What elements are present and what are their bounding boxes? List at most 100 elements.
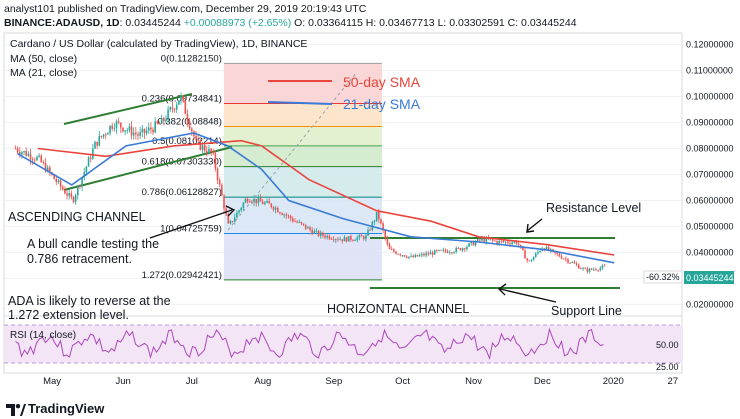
candle-body <box>459 248 462 251</box>
candle-body <box>23 150 25 153</box>
candle-body <box>53 174 55 180</box>
last-price-badge-text: 0.03445244 <box>686 273 734 283</box>
candle-body <box>111 125 114 129</box>
sma50-legend-label: 50-day SMA <box>343 74 421 90</box>
time-tick-label: Dec <box>534 376 551 387</box>
candle-body <box>309 227 311 230</box>
candle-body <box>345 237 348 242</box>
candle-body <box>562 258 565 260</box>
candle-body <box>124 130 126 132</box>
candle-body <box>369 229 372 231</box>
candle-body <box>442 249 445 251</box>
candle-body <box>603 265 606 267</box>
candle-body <box>44 162 47 172</box>
candle-body <box>522 246 524 251</box>
price-tick-label: 0.12000000 <box>686 40 734 50</box>
time-tick-label: 2020 <box>603 376 624 387</box>
candle-body <box>61 186 64 190</box>
candle-body <box>558 253 561 257</box>
candle-body <box>539 250 541 252</box>
support-arrow <box>497 283 557 303</box>
candle-body <box>341 239 344 242</box>
candle-body <box>436 250 438 251</box>
sma-legend: 50-day SMA 21-day SMA <box>267 74 421 112</box>
candle-body <box>552 249 554 251</box>
candle-body <box>427 253 430 255</box>
fib-zone <box>223 63 382 104</box>
candle-body <box>257 198 260 204</box>
candle-body <box>147 127 150 131</box>
candle-body <box>491 239 494 241</box>
time-tick-label: Jul <box>186 376 198 387</box>
candle-body <box>40 155 43 163</box>
candle-body <box>276 207 279 213</box>
candle-body <box>453 252 455 253</box>
candle-body <box>298 222 301 223</box>
candle-body <box>279 212 281 214</box>
rsi-tick-25: 25.00 <box>656 362 679 372</box>
candle-body <box>246 198 249 202</box>
price-axis[interactable]: 0.12000000 0.11000000 0.10000000 0.09000000… <box>686 40 734 310</box>
candle-body <box>472 241 475 246</box>
candle-body <box>588 268 591 272</box>
candle-body <box>494 240 496 242</box>
candle-body <box>85 166 88 173</box>
candle-body <box>270 203 273 208</box>
candle-body <box>255 198 258 204</box>
candle-body <box>81 177 83 187</box>
candle-body <box>27 153 30 156</box>
candle-body <box>489 239 492 241</box>
fib-zone <box>223 145 382 167</box>
candle-body <box>100 135 103 137</box>
candle-body <box>339 239 341 241</box>
candle-body <box>135 132 137 135</box>
candle-body <box>448 252 451 254</box>
candle-body <box>373 220 376 222</box>
candle-body <box>352 239 354 241</box>
rsi-pane <box>4 324 682 364</box>
candle-body <box>365 235 367 240</box>
candle-body <box>36 156 38 161</box>
candle-body <box>283 214 286 216</box>
candle-body <box>49 167 51 173</box>
candle-body <box>77 185 79 196</box>
candle-body <box>117 121 120 123</box>
candle-body <box>152 129 154 133</box>
candle-body <box>485 237 488 242</box>
candle-body <box>38 155 40 157</box>
candle-body <box>261 201 264 205</box>
candle-body <box>401 255 404 256</box>
candle-body <box>547 247 550 251</box>
candle-body <box>367 229 369 236</box>
candle-body <box>130 126 133 136</box>
fib-level-label: 0.618(0.07303330) <box>142 157 222 168</box>
candle-body <box>92 148 94 159</box>
candle-body <box>122 127 124 132</box>
time-axis[interactable]: May Jun Jul Aug Sep Oct Nov Dec 2020 27 <box>43 376 678 387</box>
candle-body <box>461 248 464 251</box>
rsi-band <box>4 325 682 363</box>
candle-body <box>343 237 346 242</box>
candle-body <box>229 221 232 224</box>
candle-body <box>580 268 582 270</box>
candle-body <box>526 258 528 261</box>
candle-body <box>169 107 172 110</box>
candle-body <box>444 249 447 252</box>
candle-body <box>300 222 303 224</box>
candle-body <box>302 223 305 225</box>
candle-body <box>455 248 458 253</box>
last-price-badge: 0.03445244 <box>684 271 734 284</box>
candle-body <box>511 242 513 245</box>
tradingview-brand[interactable]: TradingView <box>28 401 105 416</box>
pct-badge-text: -60.32% <box>646 272 680 282</box>
candle-body <box>356 237 359 241</box>
candle-body <box>429 252 432 255</box>
candle-body <box>113 127 116 129</box>
close-value: C: 0.03445244 <box>507 17 577 29</box>
candle-body <box>227 214 230 224</box>
candle-body <box>375 212 378 221</box>
candle-body <box>238 210 240 213</box>
fib-level-label: 0(0.11282150) <box>161 53 222 64</box>
candle-body <box>524 250 526 259</box>
